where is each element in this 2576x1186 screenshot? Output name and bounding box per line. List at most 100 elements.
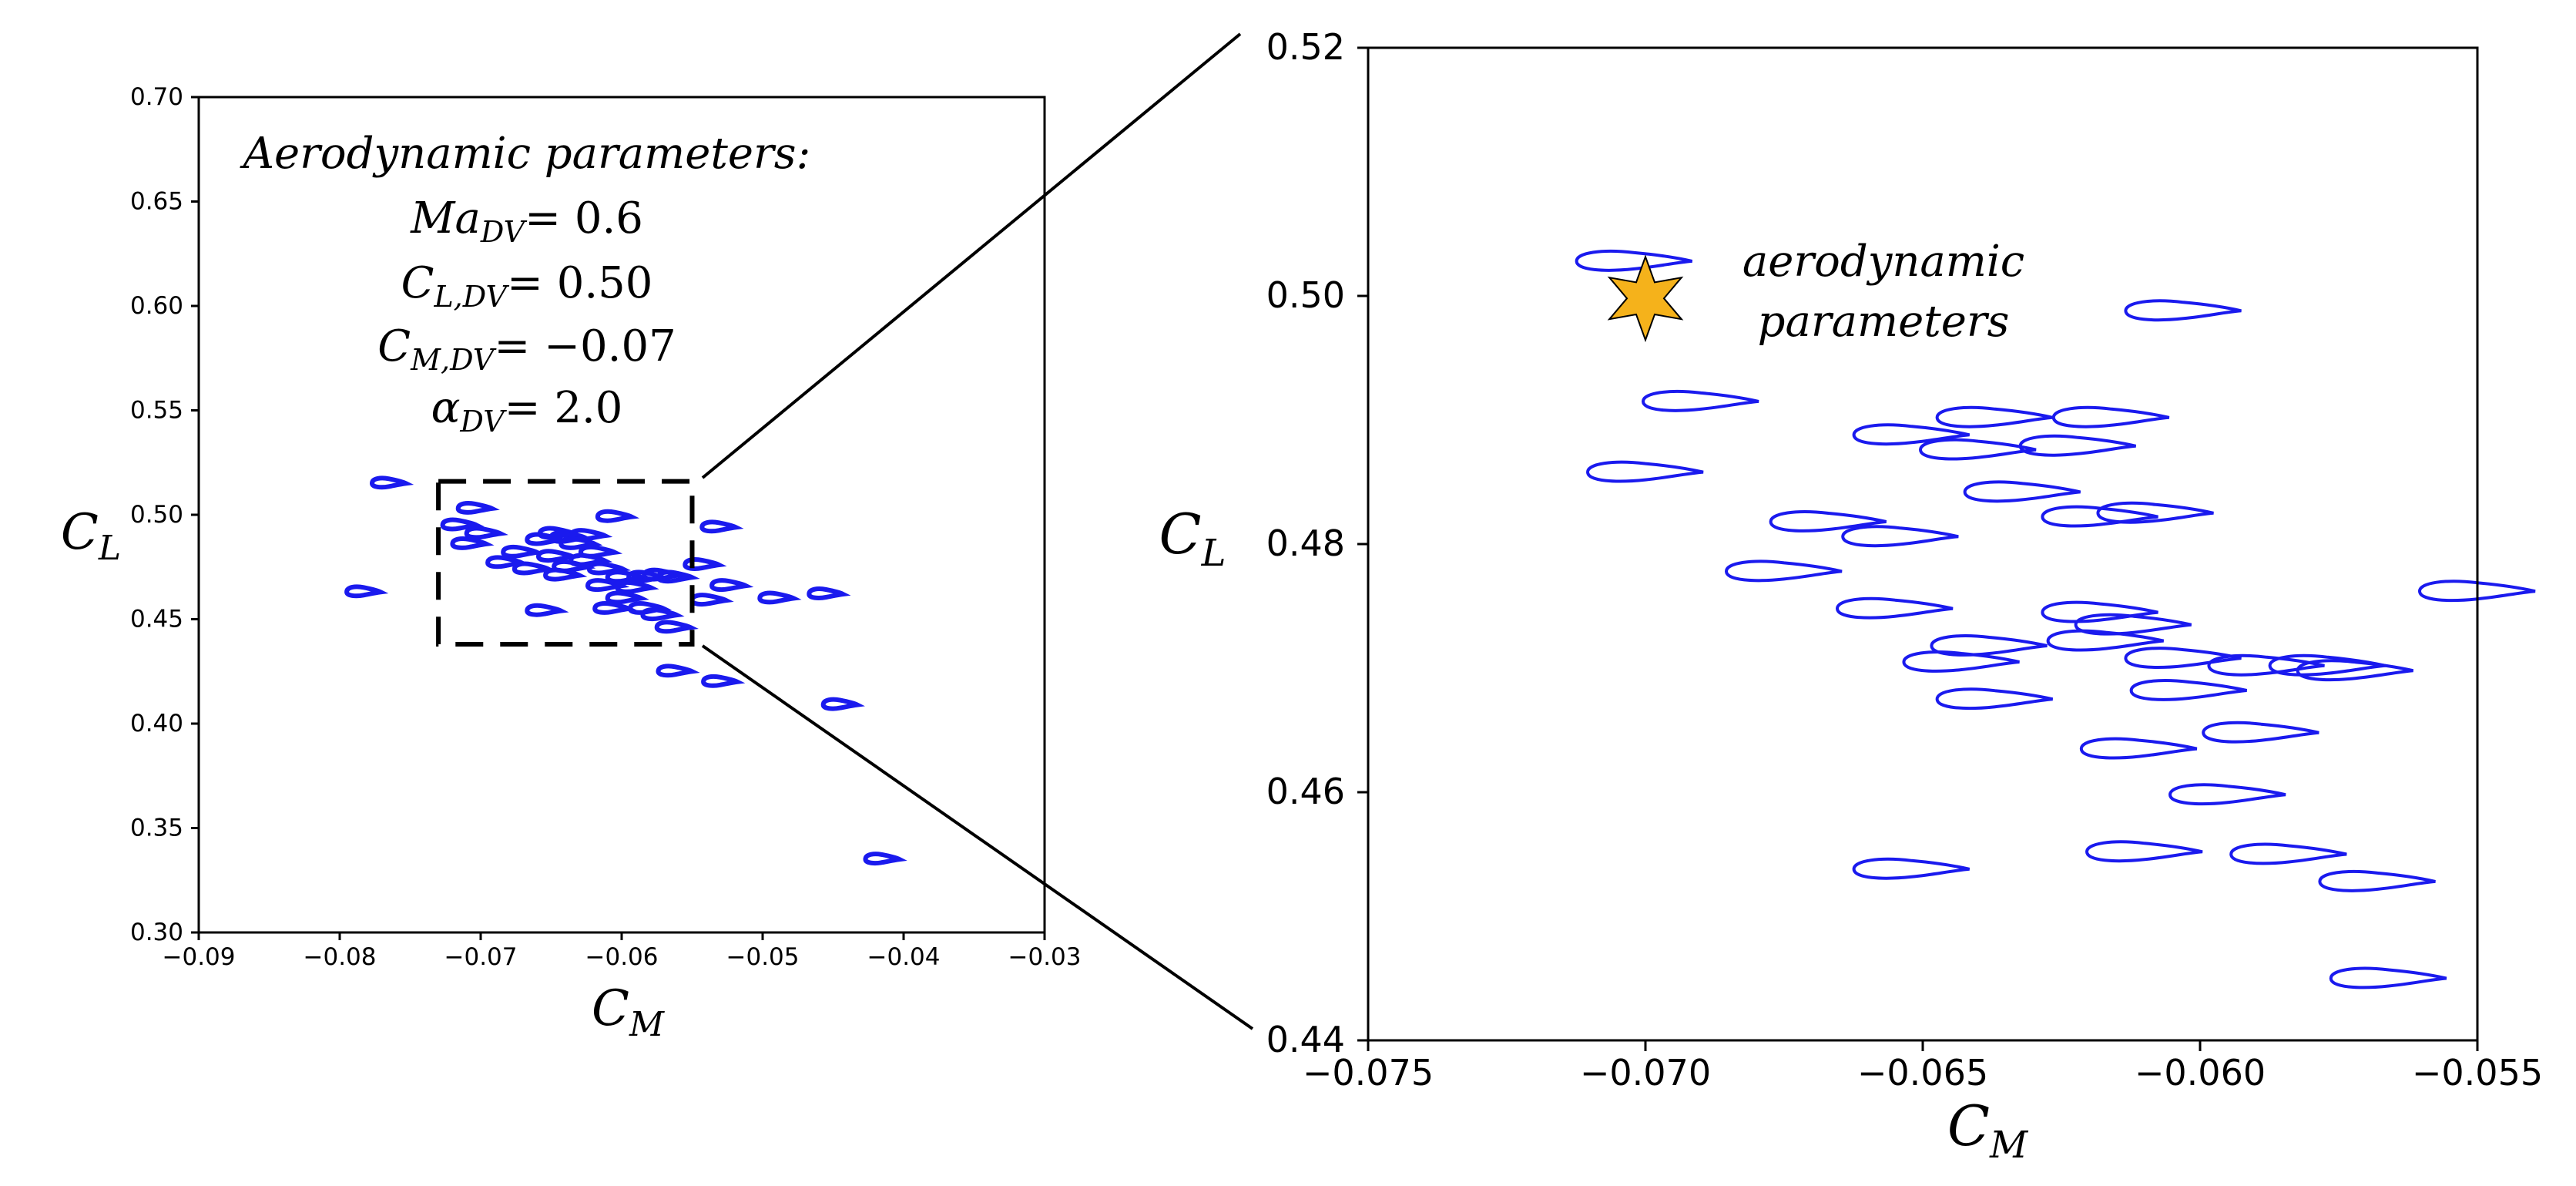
overview-airfoil-point-5 xyxy=(452,539,486,548)
overview-chart: −0.09 −0.08 −0.07 −0.06 −0.05 −0.04 −0.03 0.30… xyxy=(61,83,1082,1044)
zoom-airfoil-point-8 xyxy=(1919,438,2038,461)
overview-y-tick-label-5: 0.55 xyxy=(130,397,183,425)
overview-airfoil-point-40 xyxy=(703,677,737,686)
overview-y-ticks: 0.30 0.35 0.40 0.45 0.50 0.55 0.60 0.65 0.70 xyxy=(130,83,199,946)
zoom-airfoil-point-2 xyxy=(1586,460,1705,483)
annotation-alpha: αDV= 2.0 xyxy=(431,383,623,438)
zoom-axes-frame xyxy=(1367,46,2479,1042)
annotation-mach: MaDV= 0.6 xyxy=(410,193,643,249)
zoom-y-ticks: 0.44 0.46 0.48 0.50 0.52 xyxy=(1266,26,1368,1060)
aerodynamic-parameters-star xyxy=(1607,254,1684,343)
overview-airfoil-point-17 xyxy=(581,547,615,556)
overview-y-tick-label-6: 0.60 xyxy=(130,292,183,320)
overview-airfoil-point-31 xyxy=(527,606,561,615)
zoom-y-tick-label-0: 0.44 xyxy=(1266,1019,1345,1060)
overview-y-tick-label-4: 0.50 xyxy=(130,501,183,529)
zoom-airfoil-point-34 xyxy=(2329,966,2448,989)
overview-x-ticks: −0.09 −0.08 −0.07 −0.06 −0.05 −0.04 −0.03 xyxy=(163,932,1082,971)
zoom-y-tick-label-2: 0.48 xyxy=(1266,522,1345,564)
annotation-cm-value: = −0.07 xyxy=(494,321,676,371)
star-label-line-1: aerodynamic xyxy=(1742,237,2024,287)
annotation-mach-value: = 0.6 xyxy=(525,193,643,244)
overview-airfoil-point-38 xyxy=(809,589,843,598)
overview-airfoil-point-1 xyxy=(347,586,381,596)
zoom-airfoil-point-1 xyxy=(1642,389,1760,412)
overview-y-tick-label-0: 0.30 xyxy=(130,919,183,946)
zoom-airfoil-point-16 xyxy=(2041,600,2160,623)
zoom-airfoil-point-6 xyxy=(1836,596,1954,620)
overview-x-tick-label-4: −0.05 xyxy=(726,943,800,971)
zoom-airfoil-point-31 xyxy=(2229,842,2349,865)
overview-airfoil-point-41 xyxy=(823,700,857,709)
zoom-x-tick-label-1: −0.070 xyxy=(1580,1052,1711,1094)
zoom-airfoil-point-28 xyxy=(2079,737,2199,760)
overview-airfoil-point-13 xyxy=(538,551,572,560)
annotation-cm: CM,DV= −0.07 xyxy=(377,321,676,377)
overview-airfoil-point-0 xyxy=(372,478,406,487)
zoom-airfoil-point-12 xyxy=(2051,405,2171,428)
zoom-points xyxy=(1575,249,2537,989)
zoom-x-ticks: −0.075 −0.070 −0.065 −0.060 −0.055 xyxy=(1303,1040,2543,1094)
overview-x-tick-label-5: −0.04 xyxy=(867,943,941,971)
star-label-line-2: parameters xyxy=(1758,297,2010,347)
zoom-airfoil-point-13 xyxy=(2124,299,2243,322)
zoom-chart: −0.075 −0.070 −0.065 −0.060 −0.055 0.44 0.46 0… xyxy=(1159,26,2544,1167)
zoom-connector-bottom xyxy=(701,644,1254,1030)
zoom-airfoil-point-26 xyxy=(2129,679,2249,701)
overview-x-tick-label-1: −0.08 xyxy=(304,943,377,971)
overview-y-axis-label: CL xyxy=(61,504,121,568)
overview-y-tick-label-1: 0.35 xyxy=(130,815,183,842)
zoom-airfoil-point-19 xyxy=(1902,650,2021,673)
overview-y-tick-label-7: 0.65 xyxy=(130,188,183,216)
zoom-x-tick-label-2: −0.065 xyxy=(1857,1052,1988,1094)
zoom-connector-top xyxy=(701,32,1242,479)
overview-airfoil-point-37 xyxy=(760,593,793,602)
overview-airfoil-point-36 xyxy=(693,595,726,604)
annotation-cl: CL,DV= 0.50 xyxy=(401,258,653,314)
overview-points xyxy=(347,478,899,863)
zoom-airfoil-point-27 xyxy=(2202,721,2321,744)
zoom-airfoil-point-32 xyxy=(2318,869,2437,892)
overview-x-tick-label-3: −0.06 xyxy=(585,943,659,971)
zoom-airfoil-point-11 xyxy=(2018,434,2138,457)
zoom-x-tick-label-4: −0.055 xyxy=(2412,1052,2543,1094)
zoom-x-tick-label-3: −0.060 xyxy=(2135,1052,2266,1094)
aerodynamic-parameters-annotation: Aerodynamic parameters: MaDV= 0.6 CL,DV=… xyxy=(240,129,811,438)
zoom-x-tick-label-0: −0.075 xyxy=(1303,1052,1434,1094)
zoom-airfoil-point-9 xyxy=(1935,405,2054,428)
overview-airfoil-point-30 xyxy=(642,610,676,619)
overview-airfoil-point-8 xyxy=(515,564,548,573)
zoom-y-axis-label: CL xyxy=(1159,502,1226,575)
overview-y-tick-label-8: 0.70 xyxy=(130,83,183,111)
zoom-y-tick-label-4: 0.52 xyxy=(1266,26,1345,68)
annotation-alpha-value: = 2.0 xyxy=(505,383,623,433)
zoom-airfoil-point-5 xyxy=(1841,525,1961,548)
overview-airfoil-point-39 xyxy=(659,666,693,675)
overview-airfoil-point-35 xyxy=(712,580,746,590)
overview-y-tick-label-3: 0.45 xyxy=(130,606,183,633)
overview-airfoil-point-33 xyxy=(702,522,736,531)
zoom-x-axis-label: CM xyxy=(1947,1094,2029,1167)
overview-airfoil-point-28 xyxy=(595,603,629,613)
zoom-airfoil-point-4 xyxy=(1725,559,1843,583)
zoom-airfoil-point-10 xyxy=(1963,480,2082,503)
zoom-airfoil-point-0 xyxy=(1575,249,1694,272)
zoom-airfoil-point-30 xyxy=(2085,840,2204,863)
zoom-airfoil-point-33 xyxy=(1852,857,1971,880)
overview-x-tick-label-2: −0.07 xyxy=(444,943,518,971)
overview-airfoil-point-19 xyxy=(598,512,632,521)
zoom-airfoil-point-20 xyxy=(2046,629,2165,652)
overview-airfoil-point-4 xyxy=(467,528,501,537)
zoom-airfoil-point-25 xyxy=(1935,687,2054,711)
overview-airfoil-point-42 xyxy=(866,854,900,863)
zoom-airfoil-point-29 xyxy=(2168,783,2287,806)
overview-airfoil-point-7 xyxy=(503,547,537,556)
overview-airfoil-point-26 xyxy=(588,580,622,590)
overview-x-tick-label-0: −0.09 xyxy=(163,943,236,971)
overview-airfoil-point-32 xyxy=(657,622,691,631)
overview-y-tick-label-2: 0.40 xyxy=(130,710,183,737)
overview-airfoil-point-2 xyxy=(458,503,492,512)
zoom-region-box xyxy=(436,479,695,647)
zoom-y-tick-label-1: 0.46 xyxy=(1266,771,1345,812)
